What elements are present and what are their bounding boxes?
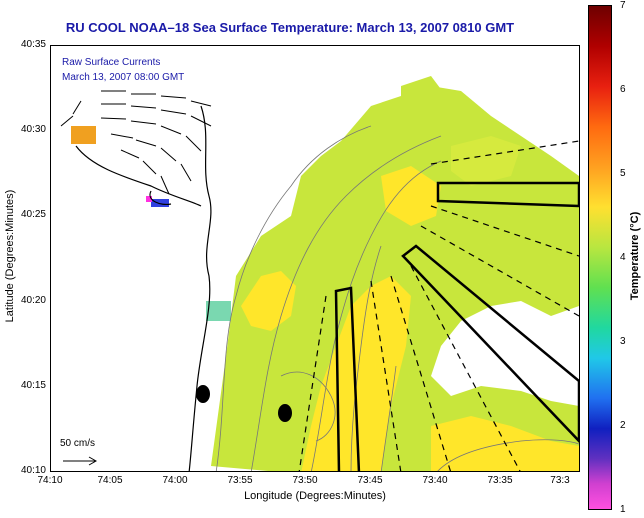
sst-map[interactable]: [50, 45, 580, 472]
station-marker: [196, 385, 210, 403]
y-tick: 40:10: [20, 465, 46, 476]
map-canvas: [60, 76, 579, 471]
coastline: [75, 105, 212, 471]
x-tick: 73:40: [422, 475, 448, 486]
x-tick: 73:50: [292, 475, 318, 486]
x-tick: 74:00: [162, 475, 188, 486]
x-tick: 73:55: [227, 475, 253, 486]
colorbar-tick: 2: [620, 420, 626, 431]
current-vectors: [60, 90, 212, 195]
temperature-colorbar: [588, 5, 612, 510]
scale-arrow: [63, 456, 98, 466]
sst-field: [71, 76, 579, 471]
y-tick: 40:15: [20, 380, 46, 391]
x-tick: 73:45: [357, 475, 383, 486]
station-marker: [278, 404, 292, 422]
x-tick: 73:35: [487, 475, 513, 486]
currents-legend-title: Raw Surface Currents: [62, 57, 161, 68]
x-tick: 74:10: [37, 475, 63, 486]
colorbar-tick: 1: [620, 504, 626, 515]
y-tick: 40:35: [20, 39, 46, 50]
colorbar-tick: 6: [620, 84, 626, 95]
x-axis-label: Longitude (Degrees:Minutes): [244, 490, 386, 502]
scale-label: 50 cm/s: [60, 438, 96, 449]
x-tick: 73:3: [550, 475, 570, 486]
y-tick: 40:25: [20, 209, 46, 220]
colorbar-tick: 7: [620, 0, 626, 11]
bathymetry-contours: [215, 125, 579, 471]
x-tick: 74:05: [97, 475, 123, 486]
colorbar-tick: 5: [620, 168, 626, 179]
radar-sector-lines: [298, 140, 579, 471]
y-tick: 40:20: [20, 295, 46, 306]
colorbar-tick: 4: [620, 252, 626, 263]
colorbar-label: Temperature (°C): [629, 211, 641, 301]
colorbar-tick: 3: [620, 336, 626, 347]
map-title: RU COOL NOAA–18 Sea Surface Temperature:…: [65, 20, 515, 35]
transect-boxes: [334, 181, 579, 471]
y-tick: 40:30: [20, 124, 46, 135]
currents-legend-date: March 13, 2007 08:00 GMT: [62, 72, 185, 83]
y-axis-label: Latitude (Degrees:Minutes): [4, 189, 16, 323]
